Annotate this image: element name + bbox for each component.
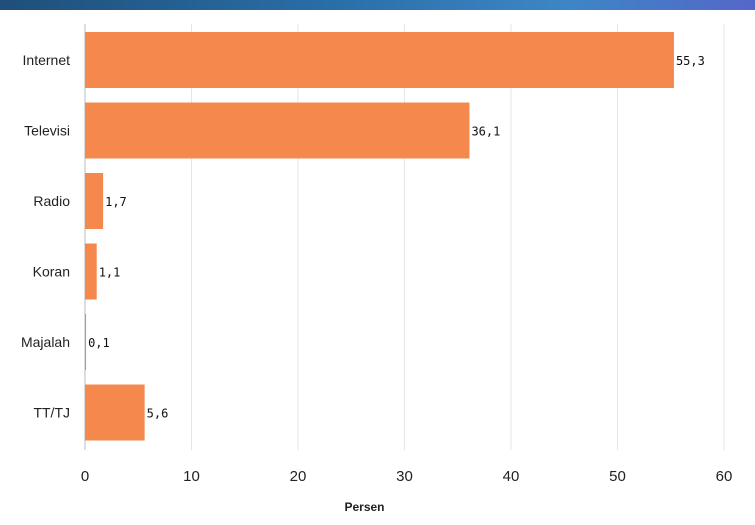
data-labels: 55,3 36,1 1,7 1,1 0,1 5,6 <box>88 54 705 421</box>
category-label: Radio <box>33 193 70 209</box>
data-label: 5,6 <box>147 407 169 421</box>
bar <box>85 243 97 300</box>
category-labels: Internet Televisi Radio Koran Majalah TT/TJ <box>21 52 70 421</box>
data-label: 55,3 <box>676 54 705 68</box>
x-tick-label: 10 <box>183 468 200 485</box>
x-tick-label: 40 <box>503 468 520 485</box>
x-tick-labels: 0 10 20 30 40 50 60 <box>81 468 733 485</box>
x-tick-label: 60 <box>716 468 733 485</box>
x-tick-label: 20 <box>290 468 307 485</box>
bar <box>85 102 470 159</box>
category-label: Koran <box>33 264 70 280</box>
bar <box>85 314 87 370</box>
bars <box>85 32 674 441</box>
x-tick-label: 50 <box>609 468 626 485</box>
grid-lines <box>84 24 725 450</box>
data-label: 36,1 <box>471 125 500 139</box>
header-gradient-bar <box>0 0 755 10</box>
category-label: Majalah <box>21 334 70 350</box>
category-label: TT/TJ <box>33 405 70 421</box>
x-tick-label: 0 <box>81 468 89 485</box>
data-label: 1,1 <box>99 266 121 280</box>
bar <box>85 384 145 441</box>
bar <box>85 32 674 88</box>
category-label: Internet <box>23 52 71 68</box>
x-tick-label: 30 <box>396 468 413 485</box>
category-label: Televisi <box>24 123 70 139</box>
data-label: 0,1 <box>88 336 110 350</box>
bar <box>85 173 104 229</box>
x-axis-title: Persen <box>344 500 384 514</box>
data-label: 1,7 <box>105 195 127 209</box>
